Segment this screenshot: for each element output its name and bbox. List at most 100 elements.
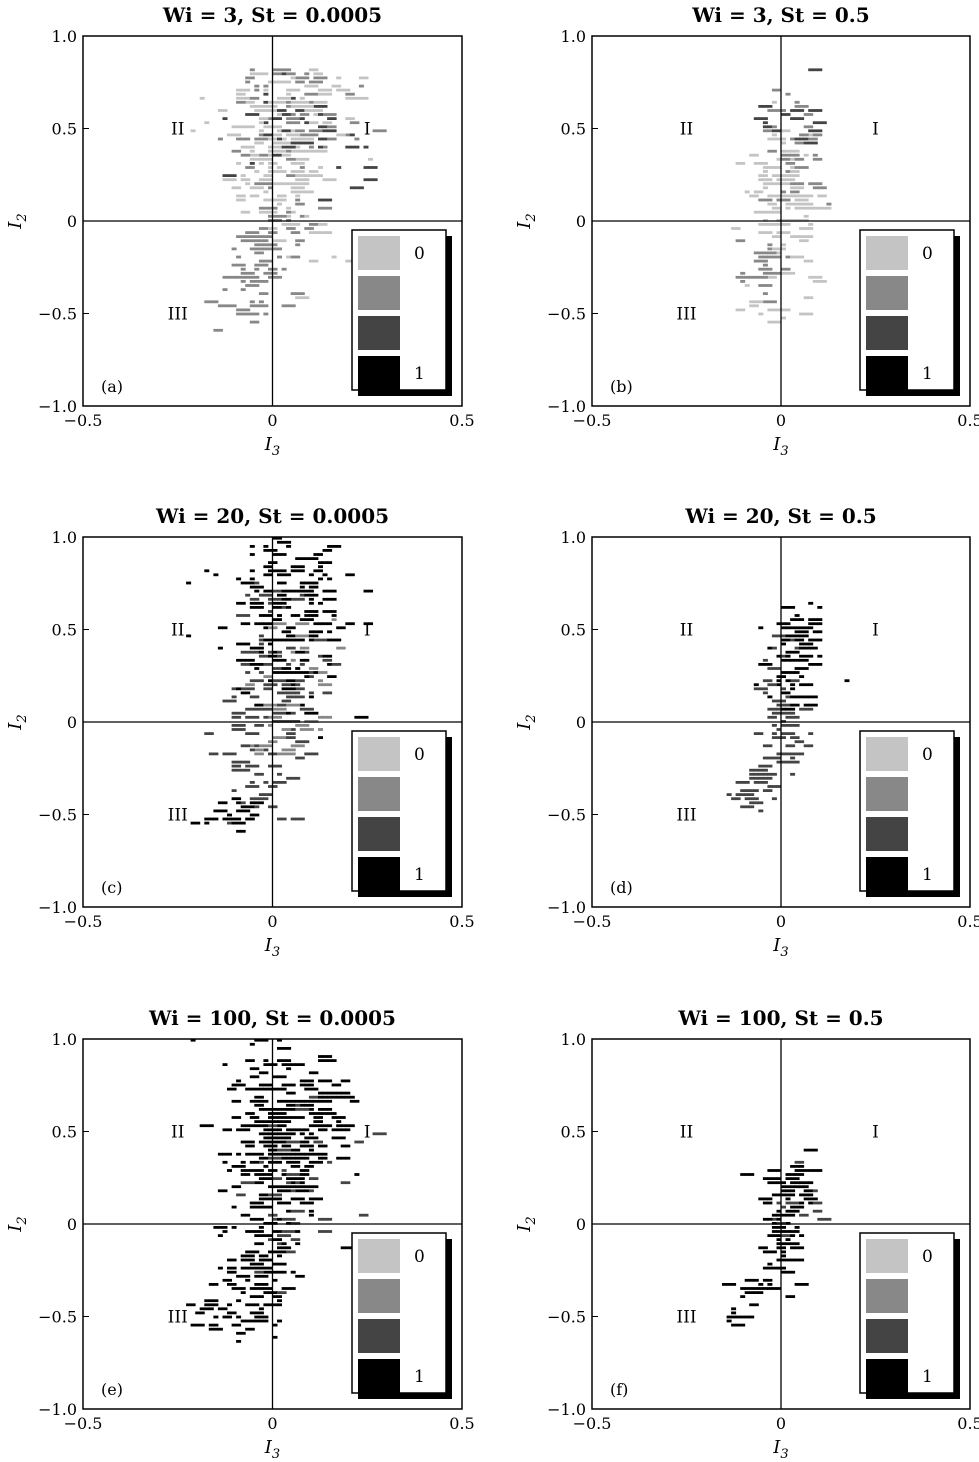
data-cell (308, 638, 314, 642)
data-cell (281, 1230, 287, 1233)
data-cell (308, 1189, 314, 1193)
data-cell (249, 1042, 255, 1046)
data-cell (258, 707, 264, 711)
data-cell (286, 671, 292, 674)
x-tick-label: 0.5 (957, 411, 979, 430)
data-cell (263, 1165, 269, 1168)
data-cell (258, 1315, 264, 1319)
data-cell (771, 255, 777, 259)
data-cell (240, 1169, 246, 1172)
data-cell (249, 1266, 255, 1270)
data-cell (254, 1099, 260, 1103)
data-cell (245, 817, 251, 821)
data-cell (213, 573, 219, 577)
data-cell (268, 679, 273, 683)
data-cell (272, 1160, 278, 1164)
data-cell (812, 638, 818, 642)
data-cell (263, 157, 269, 161)
data-cell (299, 182, 305, 186)
data-cell (222, 1189, 228, 1193)
data-cell (327, 178, 333, 182)
data-cell (254, 96, 260, 100)
data-cell (254, 263, 260, 267)
data-cell (313, 259, 319, 263)
data-cell (213, 1323, 219, 1327)
data-cell (318, 1217, 323, 1221)
data-cell (286, 133, 292, 137)
data-cell (790, 724, 796, 727)
x-tick-label: 0.5 (449, 411, 474, 430)
data-cell (236, 1340, 242, 1343)
data-cell (231, 764, 237, 768)
y-axis-label: I2 (514, 1216, 539, 1232)
legend-swatch (358, 1279, 400, 1313)
data-cell (290, 1128, 296, 1132)
data-cell (236, 137, 242, 141)
data-cell (281, 1173, 287, 1176)
data-cell (785, 255, 791, 259)
data-cell (240, 1083, 246, 1087)
data-cell (785, 724, 791, 727)
data-cell (762, 776, 768, 780)
data-cell (295, 1185, 301, 1189)
data-cell (304, 1156, 310, 1160)
data-cell (817, 206, 823, 210)
data-cell (295, 1063, 301, 1066)
data-cell (776, 683, 782, 687)
data-cell (767, 109, 773, 112)
data-cell (263, 1144, 269, 1148)
data-cell (277, 658, 282, 662)
data-cell (318, 577, 323, 581)
data-cell (322, 1095, 328, 1099)
data-cell (767, 202, 773, 206)
data-cell (290, 614, 296, 617)
data-cell (771, 785, 777, 788)
data-cell (785, 1209, 791, 1213)
data-cells (186, 1039, 387, 1343)
legend-swatch (866, 1319, 908, 1353)
data-cell (281, 1189, 287, 1193)
data-cell (322, 1156, 328, 1160)
data-cell (731, 1307, 737, 1311)
data-cell (776, 1209, 782, 1213)
data-cell (286, 80, 292, 84)
legend-swatch (866, 737, 908, 771)
data-cell (268, 1234, 273, 1237)
data-cell (254, 1181, 260, 1185)
data-cell (327, 1160, 333, 1164)
data-cell (781, 231, 786, 234)
data-cell (217, 801, 223, 805)
data-cell (208, 1323, 214, 1327)
data-cell (295, 162, 301, 165)
data-cell (268, 1063, 273, 1066)
data-cell (304, 1087, 310, 1091)
data-cell (753, 1303, 759, 1307)
data-cell (781, 267, 786, 271)
data-cell (318, 198, 323, 202)
data-cell (753, 776, 759, 780)
data-cell (281, 707, 287, 711)
quadrant-label-I: I (364, 120, 371, 140)
data-cell (794, 1169, 800, 1172)
data-cell (263, 1283, 269, 1286)
data-cell (295, 80, 301, 84)
data-cell (272, 1124, 278, 1128)
legend-label: 0 (414, 244, 425, 264)
data-cell (272, 658, 278, 662)
data-cell (781, 247, 786, 251)
data-cell (381, 129, 387, 133)
data-cell (222, 752, 228, 756)
data-cell (249, 1144, 255, 1148)
data-cell (290, 646, 296, 650)
data-cell (767, 789, 773, 792)
data-cell (263, 92, 269, 96)
data-cell (817, 606, 823, 609)
data-cell (249, 597, 255, 601)
data-cell (227, 821, 232, 825)
data-cell (762, 789, 768, 792)
data-cell (808, 622, 814, 626)
data-cell (263, 1319, 269, 1323)
data-cell (286, 121, 292, 125)
data-cell (771, 109, 777, 112)
data-cell (263, 100, 269, 104)
